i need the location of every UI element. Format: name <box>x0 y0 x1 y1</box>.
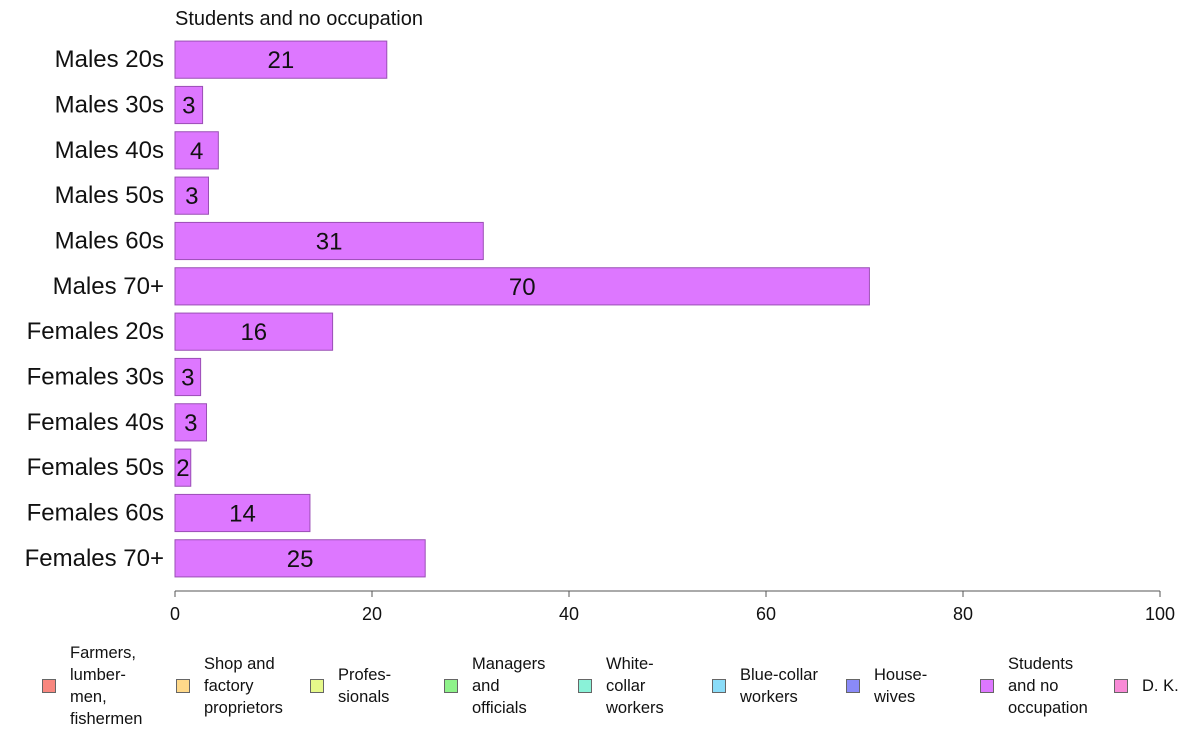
bar <box>174 448 192 487</box>
y-tick-label: Females 20s <box>27 318 164 345</box>
legend-label: Managers and officials <box>472 655 546 717</box>
legend-swatch <box>980 679 994 693</box>
legend-label: Blue-collar workers <box>740 666 818 706</box>
legend-swatch <box>310 679 324 693</box>
y-tick-label: Males 50s <box>55 182 164 209</box>
y-tick-label: Females 60s <box>27 500 164 527</box>
x-tick-label: 20 <box>362 604 382 624</box>
legend-label: Farmers, lumber- men, fishermen <box>70 644 143 728</box>
legend-label: Shop and factory proprietors <box>204 655 283 717</box>
x-tick-label: 60 <box>756 604 776 624</box>
data-label: 3 <box>181 365 194 392</box>
legend-item: House- wives <box>846 640 927 732</box>
x-tick-label: 100 <box>1145 604 1175 624</box>
x-tick-label: 40 <box>559 604 579 624</box>
legend-item: White- collar workers <box>578 640 664 732</box>
y-tick-label: Females 30s <box>27 364 164 391</box>
legend-item: Managers and officials <box>444 640 545 732</box>
legend-swatch <box>846 679 860 693</box>
y-tick-label: Females 50s <box>27 454 164 481</box>
bar <box>174 403 208 442</box>
data-label: 14 <box>229 501 256 528</box>
legend-item: Students and no occupation <box>980 640 1088 732</box>
bar <box>174 539 426 578</box>
chart-title: Students and no occupation <box>175 8 423 30</box>
data-label: 2 <box>176 455 189 482</box>
legend-swatch <box>1114 679 1128 693</box>
legend-label: Profes- sionals <box>338 666 392 706</box>
legend-swatch <box>578 679 592 693</box>
data-label: 25 <box>287 546 314 573</box>
bar <box>174 312 334 351</box>
legend-swatch <box>444 679 458 693</box>
legend-item: Blue-collar workers <box>712 640 818 732</box>
data-label: 3 <box>182 93 195 120</box>
bar <box>174 131 219 170</box>
x-tick-label: 80 <box>953 604 973 624</box>
y-tick-label: Females 70+ <box>25 545 164 572</box>
y-tick-label: Males 70+ <box>53 273 164 300</box>
bar <box>174 40 388 79</box>
legend-label: Students and no occupation <box>1008 655 1088 717</box>
bar <box>174 221 484 261</box>
legend-label: D. K. <box>1142 677 1179 695</box>
data-label: 70 <box>509 274 536 301</box>
bar <box>174 267 870 306</box>
legend-item: Farmers, lumber- men, fishermen <box>42 640 142 732</box>
data-label: 21 <box>268 47 295 74</box>
bar <box>174 176 209 215</box>
legend-label: White- collar workers <box>606 655 664 717</box>
legend-label: House- wives <box>874 666 928 706</box>
data-label: 16 <box>240 319 267 346</box>
data-label: 3 <box>185 183 198 210</box>
data-label: 31 <box>316 229 343 256</box>
legend: Farmers, lumber- men, fishermen Shop and … <box>30 640 1188 732</box>
legend-item: Shop and factory proprietors <box>176 640 283 732</box>
y-tick-label: Males 20s <box>55 46 164 73</box>
y-tick-label: Males 40s <box>55 137 164 164</box>
bar-chart: Males 20s 21 Males 30s 3 Males 40s 4 Males 50s… <box>25 40 1175 624</box>
bar <box>174 357 202 397</box>
legend-swatch <box>712 679 726 693</box>
y-tick-label: Males 60s <box>55 228 164 255</box>
legend-swatch <box>176 679 190 693</box>
legend-item: Profes- sionals <box>310 640 391 732</box>
bar <box>174 493 311 533</box>
y-tick-label: Females 40s <box>27 409 164 436</box>
bar <box>174 85 204 125</box>
data-label: 3 <box>184 410 197 437</box>
legend-swatch <box>42 679 56 693</box>
legend-item: D. K. <box>1114 640 1179 732</box>
x-tick-label: 0 <box>170 604 180 624</box>
y-tick-label: Males 30s <box>55 92 164 119</box>
data-label: 4 <box>190 138 203 165</box>
